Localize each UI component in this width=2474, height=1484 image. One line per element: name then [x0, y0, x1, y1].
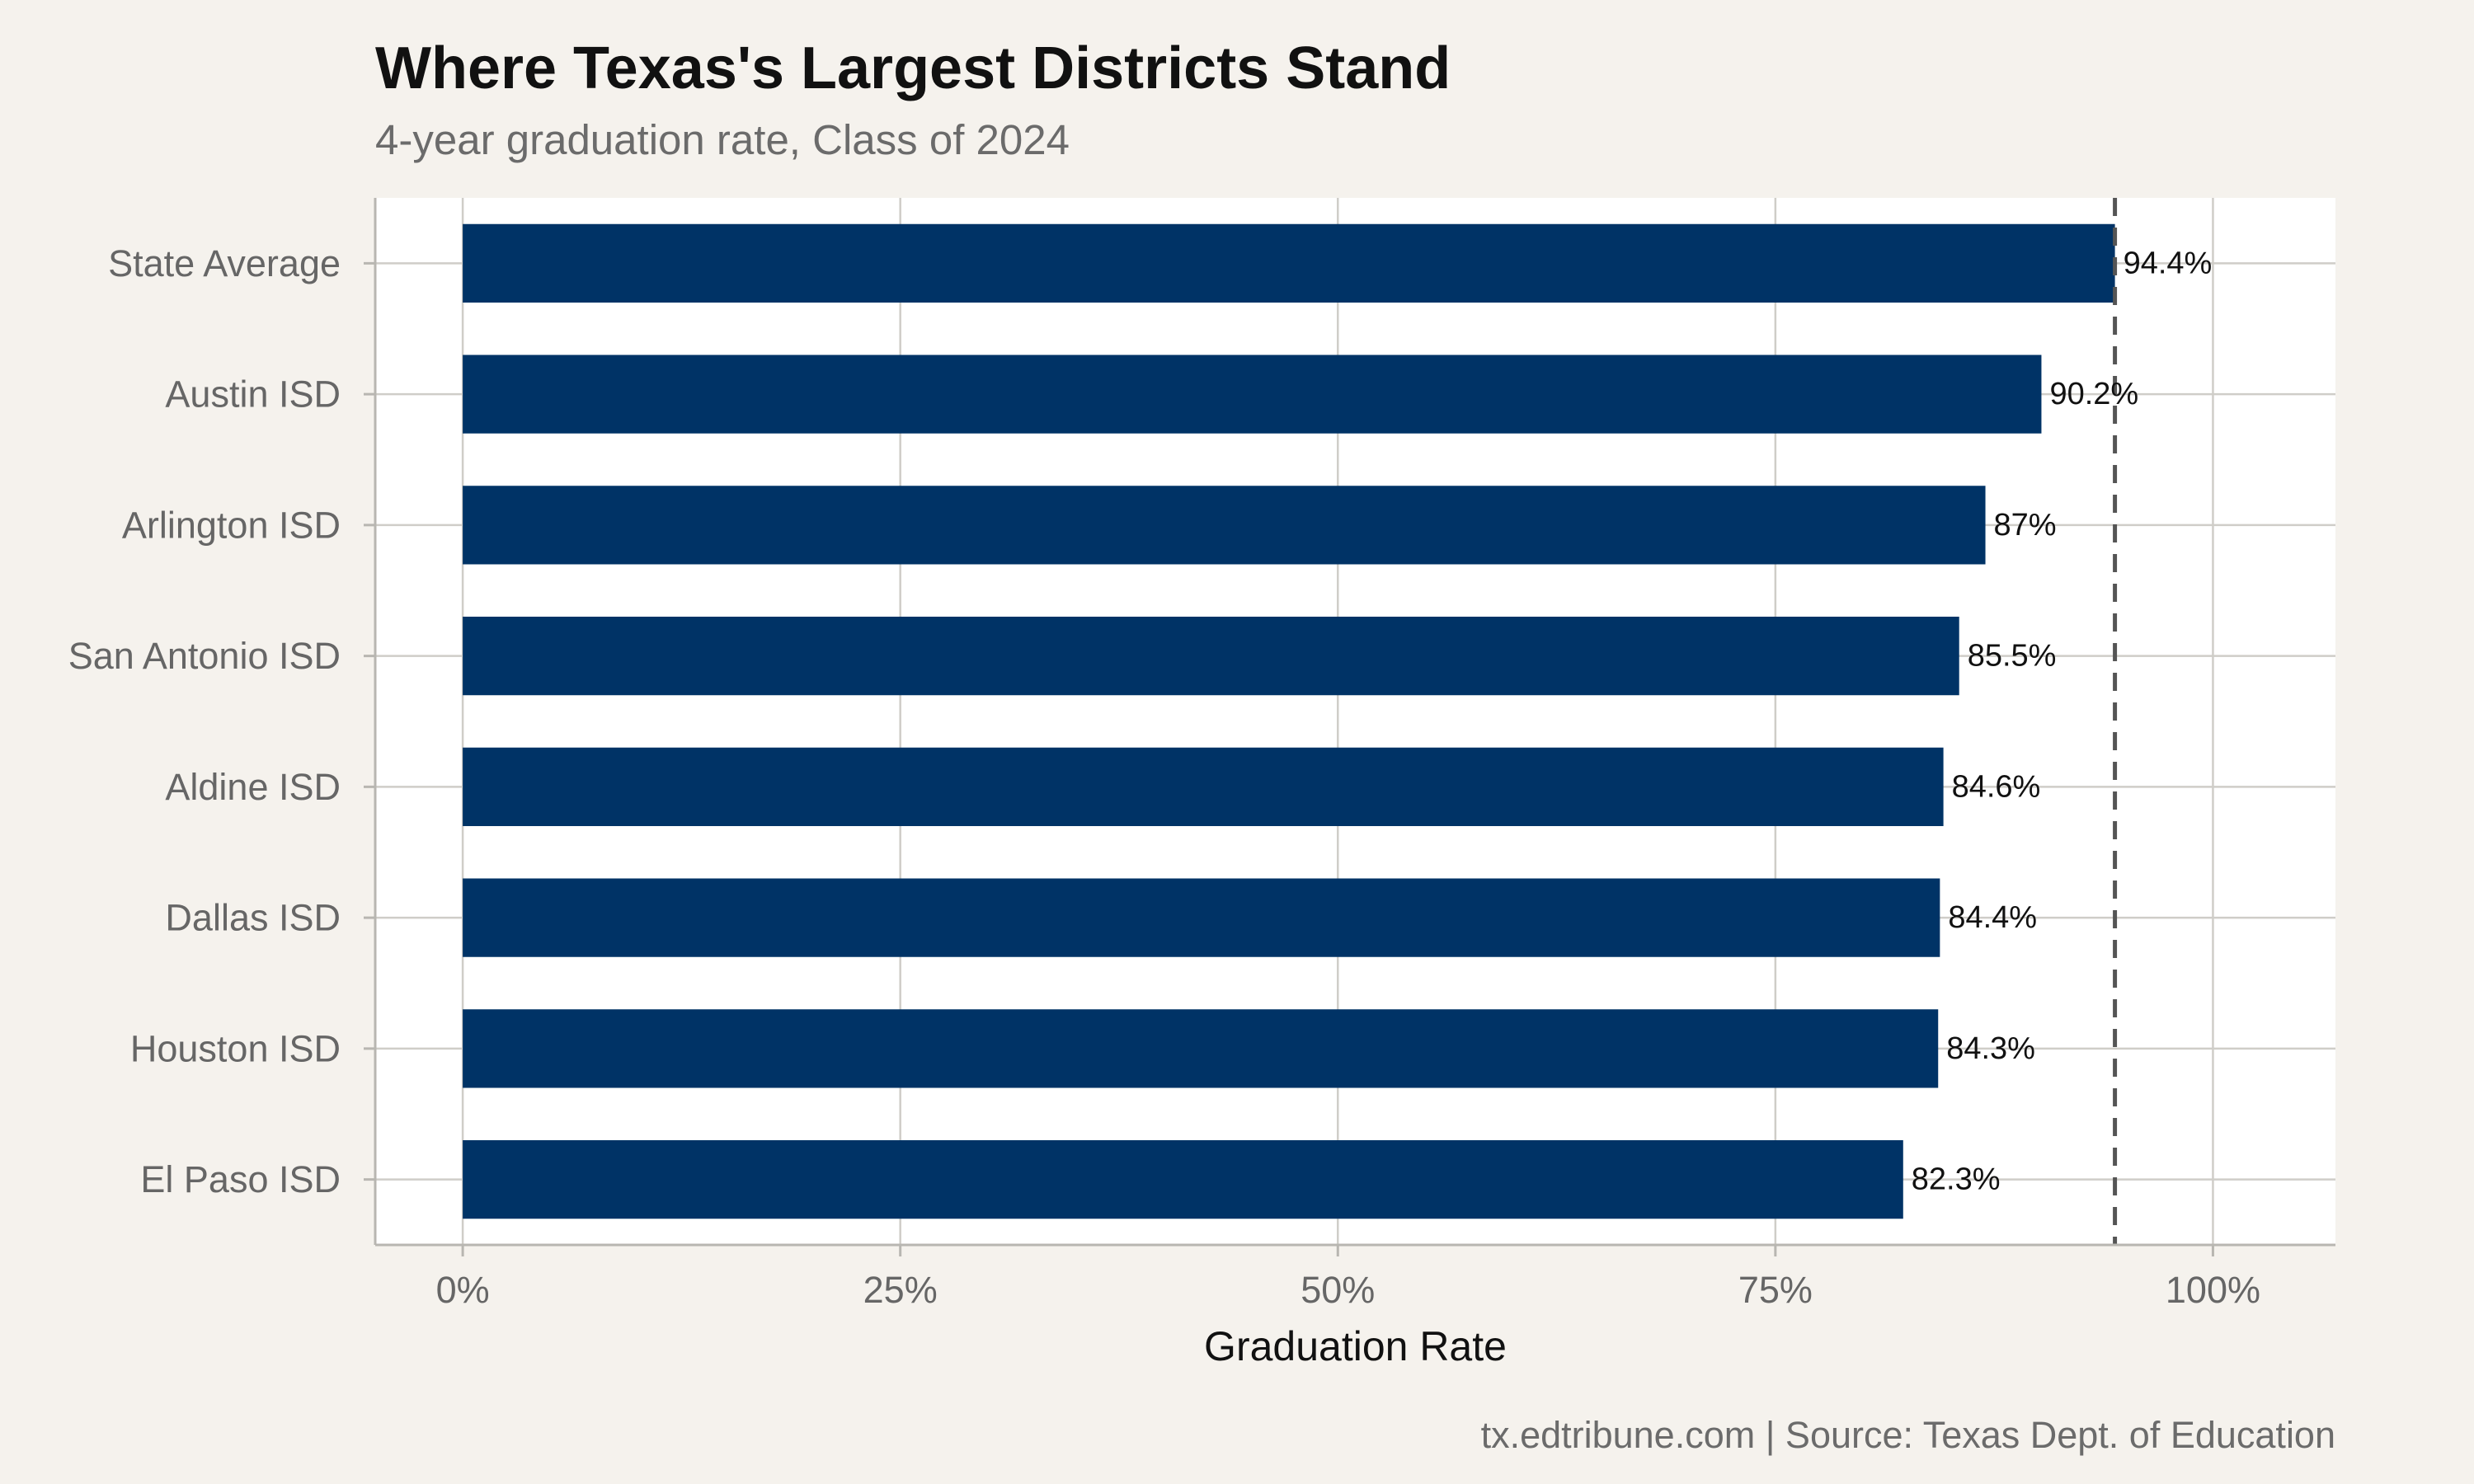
y-tick-label: Dallas ISD	[165, 897, 341, 939]
axes: State Average Austin ISD Arlington ISD San …	[68, 198, 2335, 1311]
chart-title: Where Texas's Largest Districts Stand	[375, 35, 1451, 101]
y-tick-label: San Antonio ISD	[68, 635, 341, 677]
bar	[463, 486, 1986, 565]
y-tick-label: State Average	[108, 242, 341, 284]
bar	[463, 1009, 1939, 1088]
bar	[463, 223, 2115, 303]
x-tick-label: 0%	[436, 1269, 490, 1311]
value-label: 85.5%	[1968, 639, 2057, 674]
x-tick-label: 50%	[1300, 1269, 1375, 1311]
value-label: 84.4%	[1948, 900, 2037, 935]
value-labels: 94.4% 90.2% 87% 85.5% 84.6% 84.4% 84.3% 82.3%	[1912, 246, 2213, 1196]
y-tick-label: Houston ISD	[130, 1027, 341, 1069]
x-tick-label: 75%	[1738, 1269, 1813, 1311]
bar	[463, 878, 1940, 957]
x-axis-title: Graduation Rate	[1204, 1323, 1507, 1369]
y-tick-label: Arlington ISD	[122, 504, 341, 546]
value-label: 84.6%	[1952, 769, 2041, 804]
chart-subtitle: 4-year graduation rate, Class of 2024	[375, 116, 1070, 163]
bar	[463, 747, 1944, 826]
bars	[463, 223, 2115, 1219]
bar	[463, 1140, 1903, 1219]
source-caption: tx.edtribune.com | Source: Texas Dept. o…	[1480, 1414, 2335, 1456]
bar	[463, 617, 1959, 696]
y-tick-label: Aldine ISD	[165, 766, 341, 808]
value-label: 90.2%	[2049, 377, 2138, 411]
x-tick-label: 25%	[863, 1269, 938, 1311]
value-label: 82.3%	[1912, 1162, 2001, 1197]
y-tick-label: El Paso ISD	[140, 1158, 341, 1200]
value-label: 87%	[1994, 508, 2057, 542]
x-tick-label: 100%	[2166, 1269, 2260, 1311]
value-label: 94.4%	[2124, 246, 2213, 280]
y-tick-label: Austin ISD	[165, 373, 341, 416]
value-label: 84.3%	[1946, 1031, 2035, 1066]
bar	[463, 355, 2042, 434]
